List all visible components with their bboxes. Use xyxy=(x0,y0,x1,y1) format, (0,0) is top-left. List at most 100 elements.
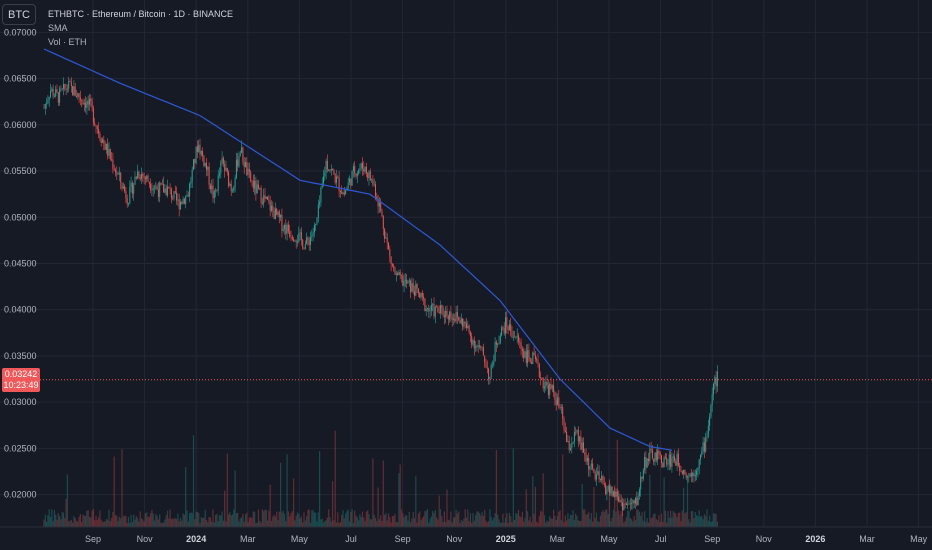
volume-bar xyxy=(540,510,542,527)
volume-bar xyxy=(490,517,492,527)
candle-body xyxy=(96,126,98,130)
candle-body xyxy=(553,385,555,393)
volume-bar xyxy=(69,520,71,527)
candle-body xyxy=(597,471,599,475)
candle-body xyxy=(219,173,220,176)
volume-bar xyxy=(651,517,653,527)
volume-bar xyxy=(663,477,665,527)
volume-bar xyxy=(382,460,384,527)
candle-body xyxy=(109,149,111,160)
legend-title[interactable]: ETHBTC · Ethereum / Bitcoin · 1D · BINAN… xyxy=(48,9,234,19)
volume-bar xyxy=(99,510,101,527)
volume-bar xyxy=(287,511,289,527)
candle-body xyxy=(202,151,204,156)
volume-bar xyxy=(468,521,470,527)
candle-body xyxy=(371,179,373,181)
volume-bar xyxy=(503,522,505,527)
candle-body xyxy=(373,184,375,185)
volume-bar xyxy=(675,513,677,527)
candle-body xyxy=(518,335,519,342)
volume-bar xyxy=(438,495,440,527)
volume-bar xyxy=(255,522,257,527)
volume-bar xyxy=(710,521,712,527)
candle-body xyxy=(191,169,193,182)
candle-body xyxy=(603,482,605,485)
volume-bar xyxy=(196,511,198,527)
symbol-button[interactable]: BTC xyxy=(2,4,36,25)
volume-bar xyxy=(464,509,466,527)
candle-body xyxy=(48,96,50,101)
volume-bar xyxy=(521,511,523,527)
volume-bar xyxy=(70,519,72,527)
volume-bar xyxy=(536,521,538,527)
candle-body xyxy=(671,458,673,467)
volume-bar xyxy=(126,522,128,527)
candle-body xyxy=(425,308,427,311)
volume-bar xyxy=(251,518,253,527)
volume-bar xyxy=(303,512,305,527)
volume-bar xyxy=(290,513,292,527)
candle-body xyxy=(707,425,709,437)
volume-bar xyxy=(242,513,244,527)
candle-body xyxy=(580,436,582,450)
candle-body xyxy=(512,336,514,338)
volume-bar xyxy=(235,513,237,527)
candle-body xyxy=(122,186,124,189)
volume-bar xyxy=(654,513,656,527)
volume-bar xyxy=(399,464,401,527)
volume-bar xyxy=(605,509,607,527)
volume-bar xyxy=(703,514,705,527)
volume-bar xyxy=(321,518,323,527)
candle-body xyxy=(364,166,366,172)
time-tick-label: Nov xyxy=(446,534,463,544)
candle-body xyxy=(537,360,539,364)
candle-body xyxy=(514,336,516,338)
volume-bar xyxy=(364,520,366,527)
candle-body xyxy=(449,311,451,320)
volume-bar xyxy=(46,521,48,527)
volume-bar xyxy=(259,520,261,527)
candle-body xyxy=(143,176,145,178)
volume-bar xyxy=(198,512,200,527)
legend-volume[interactable]: Vol · ETH xyxy=(48,37,87,47)
volume-bar xyxy=(685,512,687,527)
candle-body xyxy=(697,468,699,471)
candle-body xyxy=(276,208,278,215)
volume-bar xyxy=(489,509,491,527)
volume-bar xyxy=(260,522,262,527)
volume-bar xyxy=(108,509,110,527)
legend-sma[interactable]: SMA xyxy=(48,23,68,33)
candle-body xyxy=(519,341,521,343)
price-axis[interactable]: 0.07000 0.06500 0.06000 0.05500 0.05000 0.045… xyxy=(4,27,37,499)
volume-bar xyxy=(646,518,648,527)
volume-bar xyxy=(506,512,508,527)
volume-bar xyxy=(458,511,460,527)
time-axis[interactable]: Sep Nov 2024 Mar May Jul Sep Nov 2025 Mar May Jul Se… xyxy=(85,534,928,544)
grid-lines xyxy=(0,0,932,527)
volume-bar xyxy=(667,511,669,527)
volume-bar xyxy=(715,514,717,527)
candle-body xyxy=(343,192,345,195)
candle-body xyxy=(641,476,643,479)
candle-body xyxy=(165,188,167,196)
volume-bar xyxy=(252,511,254,527)
candle-body xyxy=(139,177,141,179)
candle-body xyxy=(622,502,623,511)
volume-bar xyxy=(442,522,444,527)
volume-bar xyxy=(688,519,690,527)
volume-bar xyxy=(239,518,241,527)
volume-bar xyxy=(374,517,377,527)
volume-bar xyxy=(579,521,581,527)
candle-body xyxy=(558,397,560,407)
volume-bar xyxy=(363,517,365,527)
volume-bar xyxy=(380,515,382,527)
volume-bar xyxy=(449,520,451,527)
volume-bar xyxy=(324,521,326,527)
candle-body xyxy=(410,280,412,293)
candle-body xyxy=(655,452,657,461)
candle-body xyxy=(528,350,530,358)
candle-body xyxy=(505,317,506,334)
volume-bar xyxy=(620,510,622,527)
candle-body xyxy=(185,196,187,204)
